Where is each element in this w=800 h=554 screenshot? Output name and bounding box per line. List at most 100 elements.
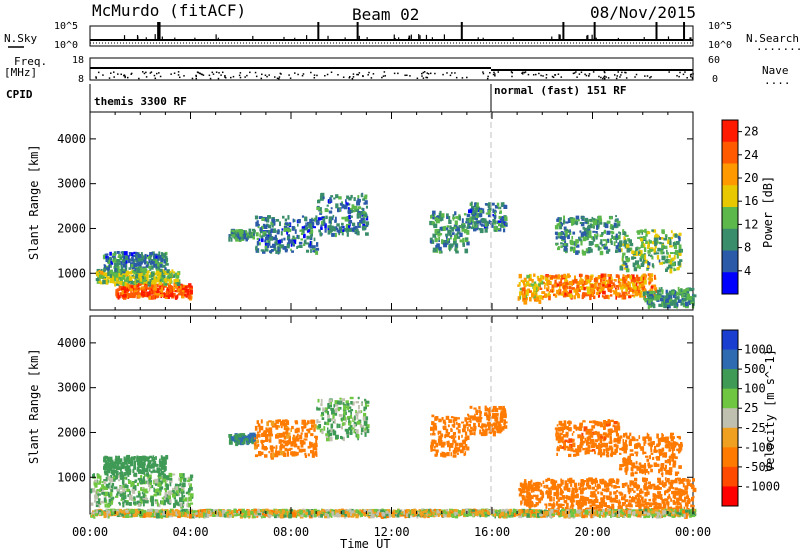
echo-cell: [183, 494, 186, 498]
echo-cell: [450, 428, 453, 432]
echo-cell: [625, 291, 628, 295]
echo-cell: [359, 423, 363, 428]
echo-cell: [470, 219, 474, 224]
echo-cell: [169, 290, 173, 293]
echo-cell: [628, 247, 633, 251]
echo-cell: [571, 492, 575, 496]
echo-cell: [160, 294, 164, 297]
echo-cell: [364, 427, 367, 431]
echo-cell: [464, 436, 468, 442]
echo-cell: [118, 262, 121, 266]
echo-cell: [667, 295, 671, 300]
echo-cell: [692, 297, 695, 301]
echo-cell: [686, 482, 690, 487]
echo-cell: [457, 429, 461, 434]
echo-cell: [235, 440, 238, 445]
echo-cell: [147, 261, 149, 266]
echo-cell: [152, 463, 155, 469]
echo-cell: [185, 295, 190, 298]
echo-cell: [569, 506, 572, 509]
echo-cell: [641, 241, 644, 246]
echo-cell: [536, 483, 540, 487]
echo-cell: [163, 285, 167, 288]
echo-cell: [342, 398, 346, 402]
echo-cell: [662, 501, 666, 507]
echo-cell: [143, 459, 146, 463]
echo-cell: [324, 421, 327, 425]
nave-dot: [540, 74, 542, 77]
echo-cell: [436, 215, 440, 219]
echo-cell: [432, 211, 435, 217]
echo-cell: [313, 217, 317, 222]
echo-cell: [594, 286, 598, 289]
echo-cell: [479, 413, 482, 417]
echo-cell: [590, 284, 594, 288]
echo-cell: [587, 230, 591, 235]
echo-cell: [540, 496, 543, 501]
echo-cell: [666, 255, 669, 259]
echo-cell: [312, 245, 316, 248]
echo-cell: [450, 452, 452, 457]
echo-cell: [689, 479, 691, 483]
echo-cell: [467, 414, 470, 418]
echo-cell: [651, 274, 654, 277]
echo-cell: [229, 437, 231, 442]
echo-cell: [139, 470, 143, 474]
echo-cell: [356, 231, 360, 236]
echo-cell: [237, 234, 240, 239]
echo-cell: [448, 215, 451, 221]
echo-cell: [169, 482, 172, 487]
echo-cell: [522, 495, 524, 499]
echo-cell: [690, 299, 693, 302]
echo-cell: [548, 290, 551, 293]
echo-cell: [112, 476, 116, 480]
nave-dot: [578, 73, 581, 75]
echo-cell: [98, 274, 102, 279]
echo-cell: [272, 228, 277, 233]
echo-cell: [692, 487, 697, 493]
echo-cell: [158, 271, 163, 276]
nsky-label: N.Sky: [4, 32, 37, 45]
echo-cell: [564, 480, 568, 486]
echo-cell: [252, 236, 255, 240]
echo-cell: [280, 420, 284, 426]
echo-cell: [625, 257, 628, 262]
echo-cell: [582, 236, 587, 242]
echo-cell: [159, 458, 161, 464]
echo-cell: [631, 256, 635, 260]
echo-cell: [671, 291, 674, 295]
echo-cell: [335, 434, 339, 439]
echo-cell: [444, 452, 448, 456]
echo-cell: [592, 220, 597, 226]
echo-cell: [189, 285, 193, 288]
echo-cell: [138, 294, 141, 299]
echo-cell: [567, 218, 571, 222]
echo-cell: [616, 486, 621, 489]
nave-dot: [330, 71, 333, 74]
echo-cell: [517, 296, 520, 301]
echo-cell: [500, 202, 504, 207]
echo-cell: [675, 249, 678, 252]
echo-cell: [649, 273, 654, 278]
echo-cell: [576, 281, 580, 286]
echo-cell: [566, 293, 569, 297]
echo-cell: [629, 287, 631, 292]
echo-cell: [617, 223, 621, 227]
echo-cell: [634, 290, 639, 296]
echo-cell: [575, 291, 579, 296]
echo-cell: [316, 406, 318, 409]
echo-cell: [181, 485, 185, 490]
echo-cell: [551, 284, 554, 288]
nave-dot: [625, 71, 627, 74]
echo-cell: [491, 202, 495, 206]
echo-cell: [479, 212, 481, 218]
echo-cell: [145, 270, 148, 274]
echo-cell: [647, 278, 650, 281]
echo-cell: [147, 475, 151, 478]
echo-cell: [333, 418, 336, 424]
echo-cell: [667, 239, 670, 245]
echo-cell: [433, 446, 436, 449]
echo-cell: [161, 269, 165, 273]
echo-cell: [136, 466, 140, 471]
